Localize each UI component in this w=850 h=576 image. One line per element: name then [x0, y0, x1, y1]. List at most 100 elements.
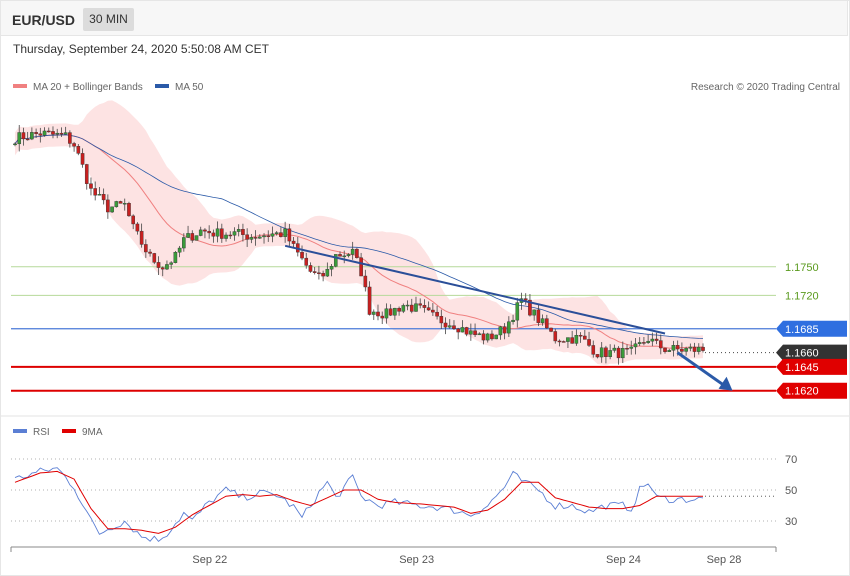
candle-body: [346, 254, 351, 257]
candle-body: [401, 305, 406, 312]
candle-body: [608, 350, 612, 358]
candle-body: [692, 346, 697, 352]
legend: MA 20 + Bollinger Bands MA 50 Research ©…: [13, 82, 840, 438]
candle-body: [220, 228, 224, 239]
moving-averages: [14, 134, 704, 349]
candle-body: [266, 235, 271, 237]
candle-body: [51, 131, 55, 135]
candle-body: [72, 143, 76, 147]
candle-body: [435, 311, 439, 317]
candle-body: [279, 232, 283, 237]
ma20-legend-label: MA 20 + Bollinger Bands: [33, 82, 143, 93]
candle-body: [688, 346, 693, 349]
candle-body: [312, 271, 317, 273]
ma20-line: [14, 134, 704, 349]
candle-body: [502, 326, 507, 334]
symbol-label: EUR/USD: [12, 12, 76, 28]
candle-body: [68, 132, 72, 144]
candle-body: [101, 194, 106, 201]
candle-body: [270, 233, 275, 237]
candle-body: [110, 206, 114, 213]
rsi-legend-swatch: [13, 429, 27, 433]
x-tick-Sep-23: Sep 23: [399, 554, 434, 566]
candle-body: [30, 132, 34, 140]
candle-body: [245, 234, 249, 240]
level-badge-1.1660: [776, 344, 847, 361]
candle-body: [443, 322, 448, 328]
candle-body: [241, 229, 245, 235]
candle-body: [612, 347, 617, 351]
candle-body: [414, 303, 418, 312]
candle-body: [595, 354, 600, 358]
level-label-1.1620: 1.1620: [785, 386, 819, 398]
candle-body: [325, 268, 330, 277]
x-tick-Sep-24: Sep 24: [606, 554, 641, 566]
candle-body: [637, 342, 642, 345]
candle-body: [207, 230, 211, 234]
candle-body: [173, 252, 178, 263]
candle-body: [460, 327, 465, 333]
candle-body: [253, 237, 258, 239]
candle-body: [397, 307, 401, 312]
candle-body: [380, 315, 385, 319]
candle-body: [583, 335, 587, 340]
candle-body: [464, 327, 469, 335]
candle-body: [114, 201, 119, 208]
candle-body: [21, 132, 26, 140]
candle-body: [629, 346, 634, 349]
ma9-legend-label: 9MA: [82, 427, 103, 438]
candle-body: [557, 340, 562, 343]
candle-body: [532, 309, 536, 316]
candle-body: [599, 347, 604, 358]
bollinger-bands: [15, 100, 703, 366]
candle-body: [591, 345, 596, 355]
level-badge-1.1620: [776, 382, 847, 399]
candle-body: [570, 337, 574, 344]
candle-body: [431, 309, 435, 313]
candle-body: [258, 236, 262, 239]
candle-body: [355, 248, 359, 258]
candle-body: [291, 240, 296, 244]
candle-body: [409, 304, 414, 312]
candle-body: [93, 188, 97, 196]
candle-body: [469, 330, 473, 335]
candle-body: [680, 348, 684, 352]
ma50-legend-label: MA 50: [175, 82, 204, 93]
timeframe-button[interactable]: 30 MIN: [83, 8, 134, 31]
candle-body: [405, 304, 410, 307]
candle-body: [671, 345, 676, 351]
candle-body: [198, 229, 203, 236]
rsi-tick-70: 70: [785, 454, 797, 466]
candle-body: [106, 199, 110, 213]
candle-body: [139, 230, 144, 245]
level-label-1.1660: 1.1660: [785, 348, 819, 360]
candle-body: [84, 164, 89, 184]
candle-body: [578, 334, 583, 337]
candle-body: [148, 251, 152, 254]
candle-body: [224, 234, 228, 239]
candle-body: [574, 334, 579, 344]
candle-body: [59, 132, 64, 135]
candle-body: [675, 345, 680, 350]
candle-body: [511, 319, 515, 322]
candle-body: [561, 341, 566, 343]
candle-body: [528, 299, 532, 316]
candle-body: [388, 308, 393, 316]
candle-body: [536, 309, 541, 323]
level-label-1.1720: 1.1720: [785, 290, 819, 302]
x-tick-Sep-22: Sep 22: [192, 554, 227, 566]
level-badge-1.1685: [776, 320, 847, 337]
candle-body: [194, 235, 199, 241]
candle-body: [42, 130, 47, 136]
candle-body: [300, 251, 304, 259]
candle-body: [422, 305, 427, 308]
candle-body: [549, 327, 553, 332]
candle-body: [616, 347, 621, 359]
candle-body: [654, 338, 659, 341]
level-label-1.1750: 1.1750: [785, 262, 819, 274]
candle-body: [363, 275, 368, 288]
candle-body: [338, 254, 342, 257]
candle-body: [473, 330, 477, 336]
candle-body: [587, 339, 591, 346]
